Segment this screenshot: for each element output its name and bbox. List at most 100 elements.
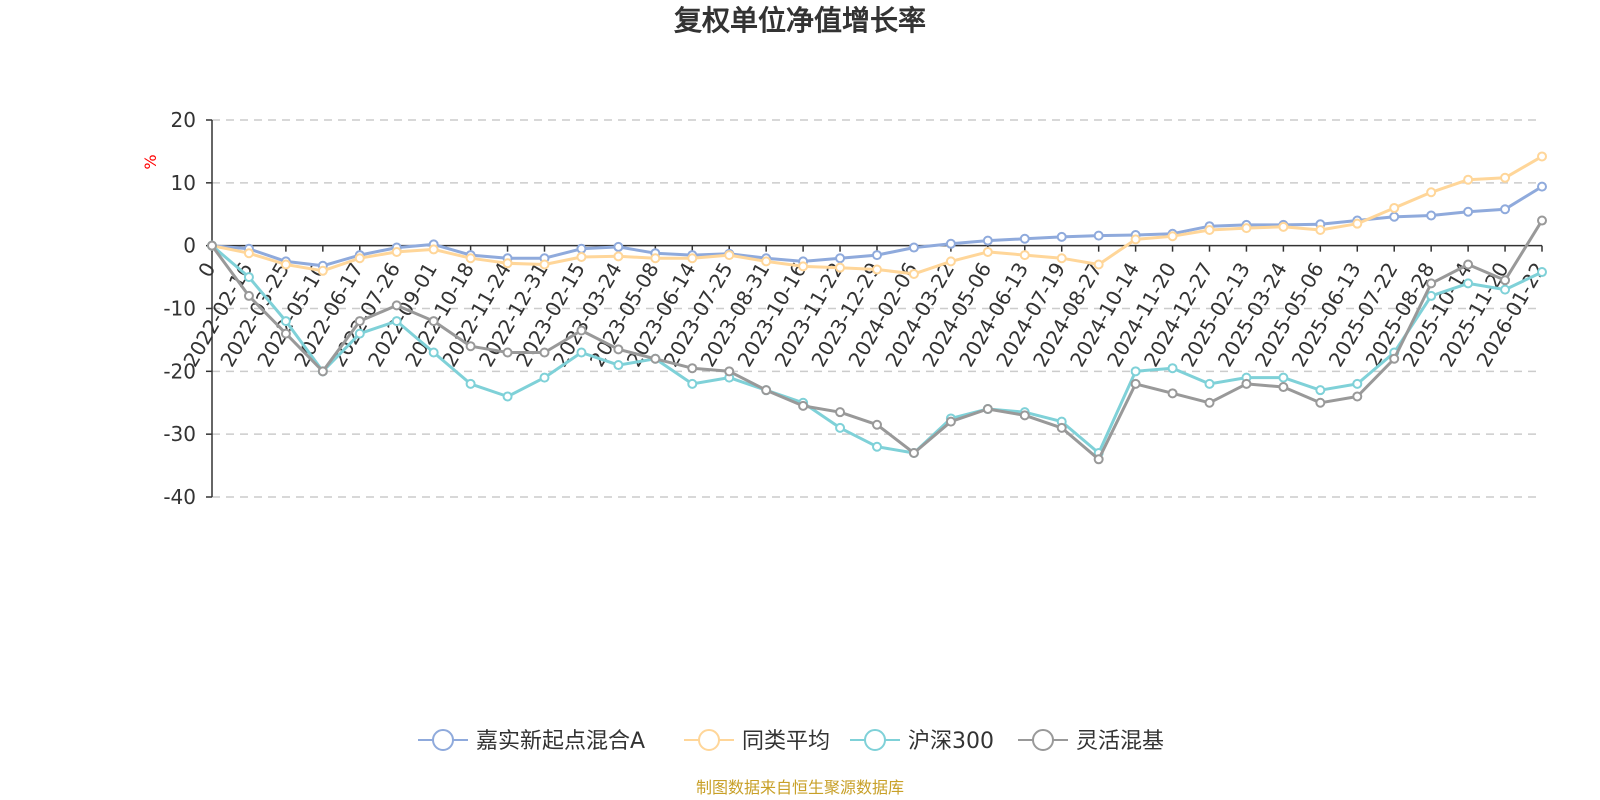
data-point [1056, 422, 1067, 433]
data-point [576, 243, 587, 254]
data-point [1278, 221, 1289, 232]
legend[interactable]: 嘉实新起点混合A 同类平均 沪深300 灵活混基 [418, 729, 1164, 754]
data-point [1241, 378, 1252, 389]
data-point [1352, 391, 1363, 402]
data-point [872, 419, 882, 430]
chart-title: 复权单位净值增长率 [674, 4, 926, 37]
data-point [1463, 174, 1474, 185]
data-point [613, 360, 624, 371]
y-tick-label: -40 [163, 485, 196, 509]
series-3 [207, 215, 1547, 465]
axes: 20100-10-20-30-4002022-02-162022-03-2520… [163, 108, 1550, 509]
data-point [280, 328, 291, 339]
data-point [1352, 378, 1363, 389]
data-point [576, 347, 587, 358]
data-point [908, 242, 919, 253]
data-point [576, 251, 587, 262]
source-note: 制图数据来自恒生聚源数据库 [696, 778, 904, 797]
data-point [428, 316, 439, 327]
data-point [354, 316, 365, 327]
data-point [1315, 224, 1326, 235]
data-point [354, 253, 365, 264]
y-axis-label: % [141, 154, 160, 169]
data-point [982, 246, 993, 257]
data-point [1537, 151, 1547, 162]
data-point [835, 253, 846, 264]
y-tick-label: 10 [171, 171, 196, 195]
data-point [243, 248, 254, 259]
data-point [539, 259, 550, 270]
data-point [1389, 202, 1400, 213]
data-point [1204, 224, 1215, 235]
data-point [872, 250, 882, 261]
data-point [945, 416, 956, 427]
y-tick-label: -30 [163, 422, 196, 446]
data-point [761, 385, 772, 396]
data-point [1537, 215, 1547, 226]
y-tick-label: -20 [163, 359, 196, 383]
data-point [1093, 230, 1104, 241]
series-layer [207, 151, 1547, 465]
data-point [945, 256, 956, 267]
data-point [1500, 172, 1511, 183]
legend-label: 灵活混基 [1076, 729, 1164, 754]
legend-item-0[interactable]: 嘉实新起点混合A [418, 729, 645, 754]
legend-label: 沪深300 [908, 729, 994, 754]
data-point [650, 353, 661, 364]
data-point [1500, 284, 1511, 295]
data-point [1426, 278, 1437, 289]
data-point [465, 378, 476, 389]
data-point [1204, 378, 1215, 389]
data-point [354, 328, 365, 339]
data-point [613, 251, 624, 262]
data-point [1204, 397, 1215, 408]
legend-marker-icon [1032, 729, 1054, 751]
data-point [1019, 250, 1030, 261]
data-point [391, 246, 402, 257]
data-point [391, 316, 402, 327]
data-point [1537, 181, 1547, 192]
data-point [1426, 210, 1437, 221]
data-point [539, 347, 550, 358]
data-point [207, 240, 217, 251]
legend-label: 同类平均 [742, 729, 830, 754]
data-point [1463, 278, 1474, 289]
data-point [1130, 366, 1141, 377]
data-point [539, 372, 550, 383]
legend-item-2[interactable]: 沪深300 [850, 729, 994, 754]
data-point [1130, 234, 1141, 245]
data-point [798, 400, 809, 411]
data-point [982, 235, 993, 246]
data-point [835, 262, 846, 273]
data-point [908, 448, 919, 459]
y-tick-label: -10 [163, 297, 196, 321]
data-point [1352, 218, 1363, 229]
data-point [1315, 385, 1326, 396]
data-point [687, 363, 698, 374]
data-point [502, 258, 513, 269]
legend-marker-icon [432, 729, 454, 751]
data-point [317, 366, 328, 377]
data-point [1241, 223, 1252, 234]
data-point [1500, 275, 1511, 286]
y-tick-label: 0 [183, 234, 196, 258]
data-point [908, 268, 919, 279]
data-point [1167, 231, 1178, 242]
legend-item-1[interactable]: 同类平均 [684, 729, 830, 754]
data-point [761, 256, 772, 267]
data-point [1278, 382, 1289, 393]
data-point [1019, 410, 1030, 421]
data-point [613, 344, 624, 355]
data-point [1426, 290, 1437, 301]
data-point [724, 366, 735, 377]
data-point [798, 261, 809, 272]
data-point [576, 325, 587, 336]
data-point [280, 259, 291, 270]
legend-item-3[interactable]: 灵活混基 [1018, 729, 1164, 754]
data-point [1056, 253, 1067, 264]
data-point [1315, 397, 1326, 408]
data-point [1167, 388, 1178, 399]
data-point [1426, 187, 1437, 198]
data-point [1537, 267, 1547, 278]
